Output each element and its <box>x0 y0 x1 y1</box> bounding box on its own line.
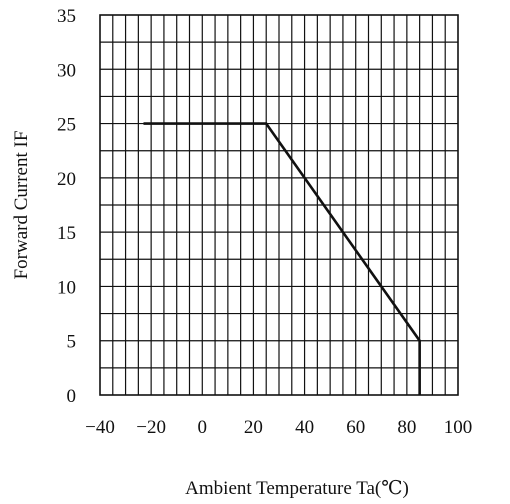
series-line <box>143 122 421 395</box>
x-tick-label: −20 <box>136 417 166 438</box>
plot-frame <box>99 14 459 396</box>
x-tick-label: 40 <box>295 417 314 438</box>
x-tick-label: 80 <box>397 417 416 438</box>
x-tick-label: 100 <box>444 417 473 438</box>
x-axis-title: Ambient Temperature Ta(℃) <box>185 478 409 499</box>
grid <box>100 15 458 395</box>
y-tick-label: 5 <box>67 332 77 353</box>
x-tick-label: 60 <box>346 417 365 438</box>
y-tick-label: 25 <box>57 115 76 136</box>
y-tick-labels: 0 5 10 15 20 25 30 35 <box>57 6 76 407</box>
y-axis-title: Forward Current IF <box>11 131 32 280</box>
series-layer <box>143 122 421 395</box>
y-tick-label: 30 <box>57 60 76 81</box>
x-tick-label: −40 <box>85 417 115 438</box>
x-tick-labels: −40 −20 0 20 40 60 80 100 <box>85 417 472 438</box>
y-tick-label: 15 <box>57 223 76 244</box>
y-tick-label: 35 <box>57 6 76 27</box>
y-tick-label: 20 <box>57 169 76 190</box>
x-tick-label: 0 <box>198 417 208 438</box>
y-tick-label: 10 <box>57 277 76 298</box>
x-tick-label: 20 <box>244 417 263 438</box>
y-tick-label: 0 <box>67 386 77 407</box>
